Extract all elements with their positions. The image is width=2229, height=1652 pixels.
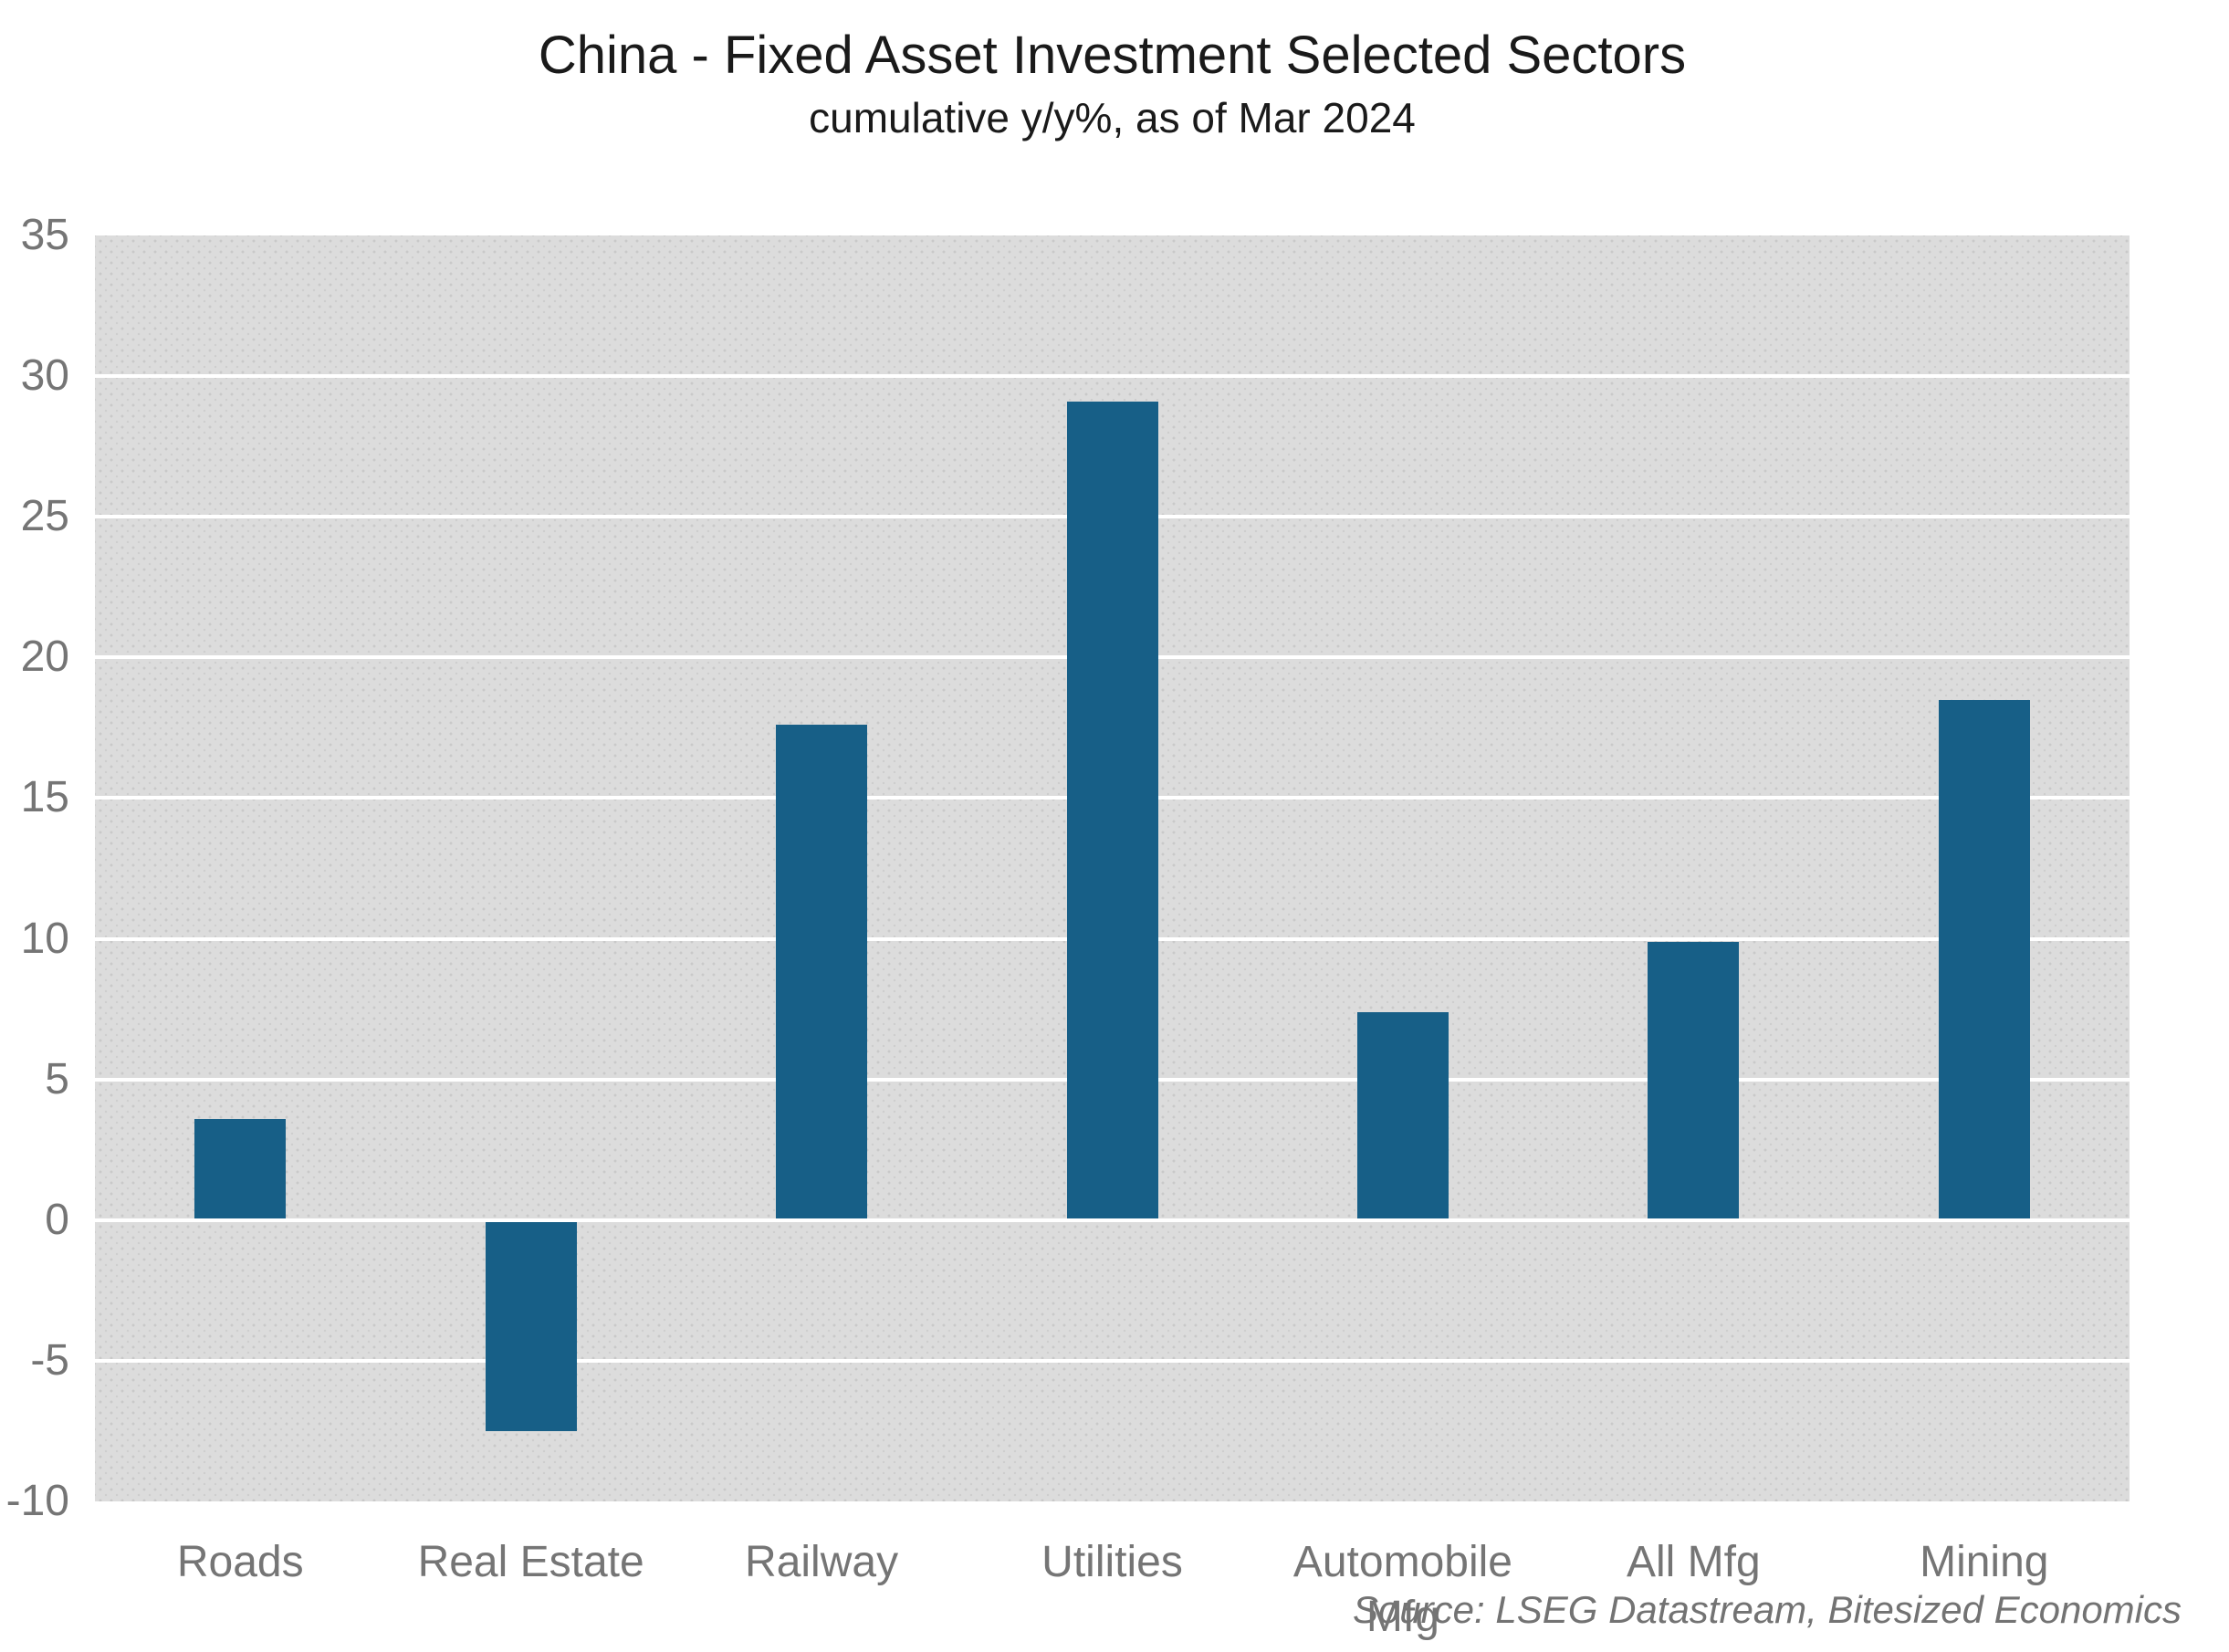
bar-automobile-mfg	[1356, 1011, 1449, 1218]
bar-mining	[1938, 699, 2030, 1218]
y-tick-label-35: 35	[20, 211, 69, 259]
plot-area	[95, 235, 2130, 1501]
bar-roads	[194, 1118, 287, 1218]
y-tick-label-0: 0	[45, 1195, 69, 1244]
chart-subtitle: cumulative y/y%, as of Mar 2024	[809, 94, 1416, 141]
y-tick-label-30: 30	[20, 351, 69, 401]
source-note: Source: LSEG Datastream, Bitesized Econo…	[1352, 1588, 2182, 1631]
bar-real-estate	[485, 1221, 577, 1431]
y-tick-label-15: 15	[20, 773, 69, 822]
bar-utilities	[1066, 401, 1158, 1218]
y-tick-label-25: 25	[20, 492, 69, 541]
x-tick-label-utilities: Utilities	[1041, 1538, 1183, 1586]
y-tick-label-20: 20	[20, 633, 69, 682]
x-tick-label-roads: Roads	[176, 1538, 304, 1586]
bar-all-mfg	[1648, 941, 1740, 1218]
gridline-y-0	[95, 1218, 2130, 1222]
y-tick-label--5: -5	[30, 1335, 69, 1385]
x-tick-label-all-mfg: All Mfg	[1626, 1538, 1761, 1586]
x-tick-label-mining: Mining	[1920, 1538, 2049, 1586]
chart-header: China - Fixed Asset Investment Selected …	[95, 22, 2130, 146]
chart-title: China - Fixed Asset Investment Selected …	[538, 26, 1687, 85]
x-tick-label-railway: Railway	[745, 1538, 899, 1586]
x-tick-label-automobile-mfg: Automobile Mfg	[1292, 1538, 1512, 1641]
y-tick-label-5: 5	[45, 1054, 69, 1103]
x-tick-label-real-estate: Real Estate	[417, 1538, 644, 1586]
gridline-y-30	[95, 374, 2130, 379]
y-tick-label-10: 10	[20, 914, 69, 963]
y-tick-label--10: -10	[5, 1477, 69, 1525]
bar-railway	[776, 725, 868, 1218]
gridline-y--5	[95, 1358, 2130, 1363]
